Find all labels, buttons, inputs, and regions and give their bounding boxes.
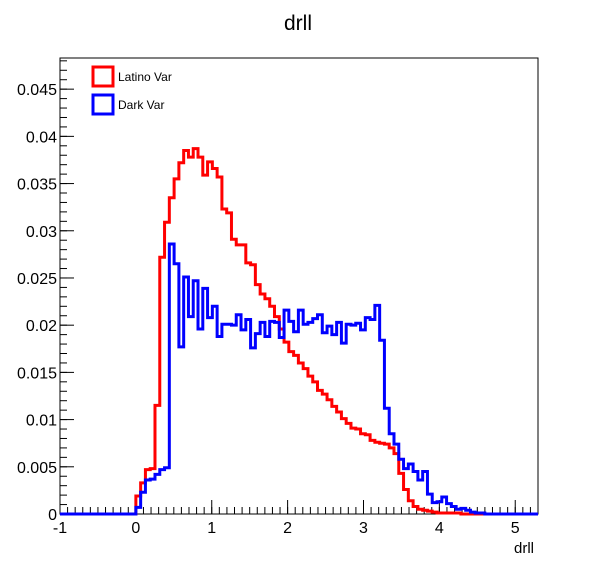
legend-swatch-latino-var	[91, 65, 115, 88]
legend-swatch-dark-var	[91, 93, 115, 116]
y-tick-label: 0.01	[26, 413, 57, 430]
x-axis-title: drll	[514, 540, 534, 557]
y-tick-label: 0.015	[17, 365, 57, 382]
series-latino-var	[60, 147, 538, 516]
y-tick-label: 0.02	[26, 318, 57, 335]
x-tick-label: 2	[283, 520, 292, 537]
y-tick-label: 0.045	[17, 82, 57, 99]
y-tick-label: 0.04	[26, 129, 57, 146]
series-line	[60, 242, 538, 516]
chart-title: drll	[284, 12, 312, 35]
series-dark-var	[60, 242, 538, 516]
y-tick-label: 0.005	[17, 460, 57, 477]
y-axis-ticks: 0 0.005 0.01 0.015 0.02 0.025 0.03 0.035 0.04 0.0…	[17, 60, 74, 524]
legend-label-dark-var: Dark Var	[118, 98, 164, 112]
x-tick-label: 5	[511, 520, 520, 537]
x-tick-label: 4	[435, 520, 444, 537]
y-tick-label: 0	[48, 507, 57, 524]
x-tick-label: 3	[359, 520, 368, 537]
plot-frame	[59, 57, 539, 515]
histogram-series	[60, 147, 538, 516]
y-tick-label: 0.025	[17, 271, 57, 288]
y-tick-label: 0.03	[26, 224, 57, 241]
legend: Latino Var Dark Var	[91, 65, 172, 116]
y-tick-label: 0.035	[17, 177, 57, 194]
x-tick-label: 0	[131, 520, 140, 537]
legend-label-latino-var: Latino Var	[118, 70, 172, 84]
x-tick-label: 1	[207, 520, 216, 537]
x-tick-label: -1	[53, 520, 67, 537]
series-line	[60, 147, 538, 516]
x-axis-ticks: -1 0 1 2 3 4 5	[53, 500, 539, 537]
